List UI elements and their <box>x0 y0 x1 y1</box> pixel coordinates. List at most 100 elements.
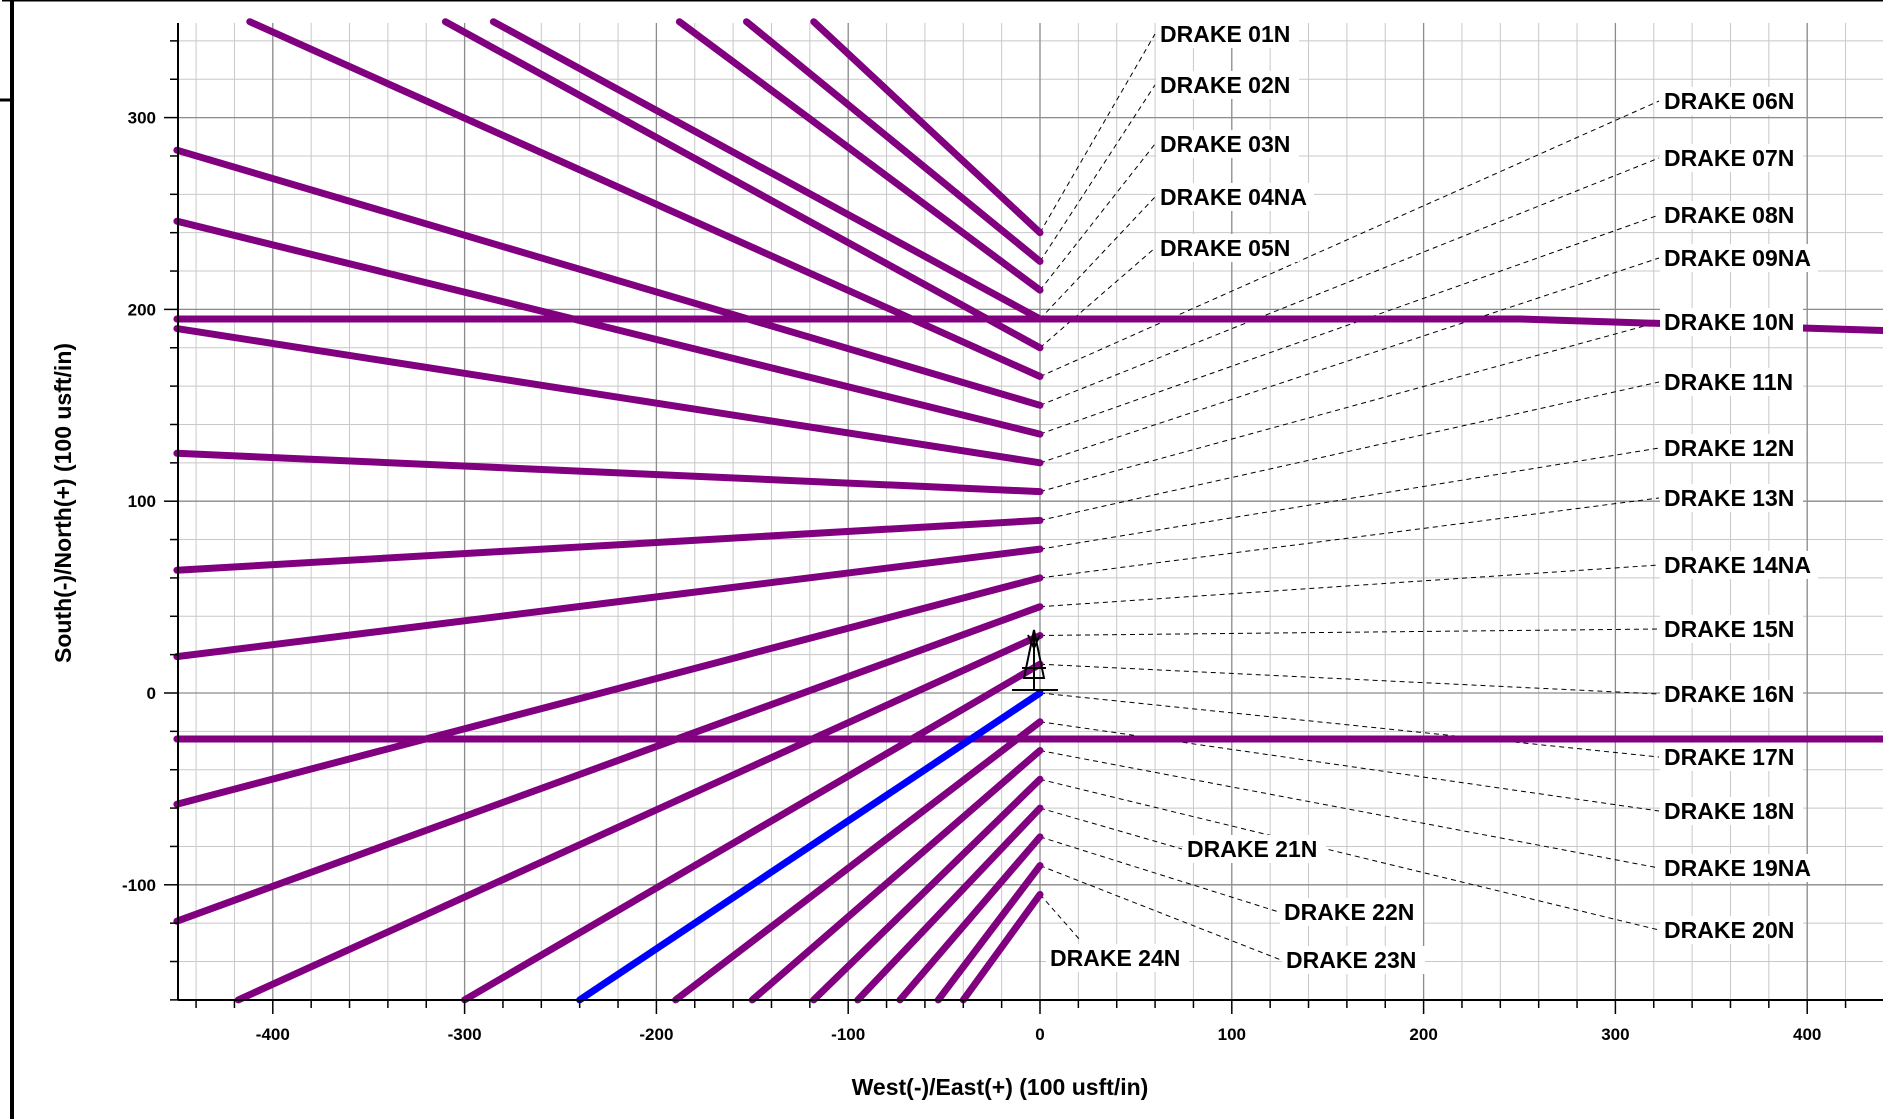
leader-line <box>1039 750 1660 869</box>
well-path <box>934 862 1044 1004</box>
well-label-background <box>1660 368 1803 396</box>
leader-line <box>1039 257 1660 464</box>
well-label-background <box>1156 71 1299 99</box>
well-labels: DRAKE 01N DRAKE 02N DRAKE 03N DRAKE 04NA DRA… <box>1046 20 1818 974</box>
well-path <box>810 775 1044 1004</box>
well-path <box>854 804 1044 1004</box>
well-label-background <box>1156 130 1299 158</box>
well-label: DRAKE 09NA <box>1664 245 1811 271</box>
well-label: DRAKE 14NA <box>1664 552 1811 578</box>
leader-line <box>1039 628 1660 636</box>
x-tick-label: 400 <box>1793 1025 1821 1044</box>
well-label: DRAKE 06N <box>1664 88 1794 114</box>
well-path <box>461 660 1044 1004</box>
y-axis-title: South(-)/North(+) (100 usft/in) <box>50 343 76 663</box>
well-label: DRAKE 15N <box>1664 616 1794 642</box>
y-tick-label: 0 <box>147 684 156 703</box>
leader-line <box>1039 100 1660 377</box>
well-path <box>173 603 1044 925</box>
well-label: DRAKE 05N <box>1160 235 1290 261</box>
tick-labels: -400 -300 -200 -100 0 100 200 300 400 -100 0 100 200… <box>122 109 1821 1044</box>
leader-line <box>1039 143 1156 291</box>
y-tick-label: 100 <box>128 492 156 511</box>
well-label-background <box>1280 898 1423 926</box>
well-label: DRAKE 12N <box>1664 435 1794 461</box>
x-tick-label: 0 <box>1035 1025 1044 1044</box>
well-label: DRAKE 23N <box>1286 947 1416 973</box>
well-label: DRAKE 04NA <box>1160 184 1307 210</box>
well-label-background <box>1660 144 1803 172</box>
rig-icon <box>1012 629 1058 691</box>
leader-line <box>1039 564 1660 608</box>
well-path <box>489 18 1044 323</box>
well-label: DRAKE 24N <box>1050 945 1180 971</box>
y-tick-label: 300 <box>128 109 156 128</box>
well-label-background <box>1156 234 1299 262</box>
leader-line <box>1039 381 1660 521</box>
well-path <box>672 718 1044 1004</box>
x-tick-label: -200 <box>639 1025 673 1044</box>
well-label-background <box>1156 183 1314 211</box>
label-leader-lines <box>1039 33 1660 961</box>
well-label-background <box>1156 20 1299 48</box>
well-label-background <box>1660 484 1803 512</box>
well-label-background <box>1660 308 1803 336</box>
leader-line <box>1039 84 1156 262</box>
well-label: DRAKE 21N <box>1187 836 1317 862</box>
well-label: DRAKE 22N <box>1284 899 1414 925</box>
leader-line <box>1039 836 1280 913</box>
well-path <box>173 545 1044 661</box>
well-label-background <box>1660 244 1818 272</box>
leader-line <box>1039 247 1156 349</box>
well-label: DRAKE 08N <box>1664 202 1794 228</box>
well-label: DRAKE 07N <box>1664 145 1794 171</box>
well-label: DRAKE 02N <box>1160 72 1290 98</box>
leader-line <box>1039 894 1081 941</box>
x-tick-label: -300 <box>448 1025 482 1044</box>
leader-line <box>1039 865 1282 961</box>
x-tick-label: -400 <box>256 1025 290 1044</box>
well-label-background <box>1183 835 1326 863</box>
leader-line <box>1039 214 1660 435</box>
well-path <box>173 516 1044 574</box>
well-label-background <box>1660 434 1803 462</box>
well-label: DRAKE 19NA <box>1664 855 1811 881</box>
well-label-background <box>1046 944 1189 972</box>
leader-line <box>1039 778 1660 931</box>
leader-line <box>1039 321 1660 493</box>
y-tick-label: 200 <box>128 300 156 319</box>
well-label-background <box>1660 854 1818 882</box>
well-path <box>173 217 1044 438</box>
well-label-background <box>1660 797 1803 825</box>
well-label: DRAKE 17N <box>1664 744 1794 770</box>
well-label-background <box>1660 680 1803 708</box>
well-label: DRAKE 16N <box>1664 681 1794 707</box>
well-path <box>959 890 1044 1004</box>
well-path <box>675 18 1044 294</box>
leader-line <box>1039 692 1660 758</box>
well-label: DRAKE 11N <box>1664 369 1793 395</box>
well-label: DRAKE 03N <box>1160 131 1290 157</box>
x-axis-title: West(-)/East(+) (100 usft/in) <box>852 1074 1149 1100</box>
leader-line <box>1039 807 1183 850</box>
leader-line <box>1039 33 1156 233</box>
x-tick-label: 100 <box>1218 1025 1246 1044</box>
well-label: DRAKE 13N <box>1664 485 1794 511</box>
well-label-background <box>1660 743 1803 771</box>
well-label-background <box>1660 87 1803 115</box>
x-tick-label: 300 <box>1601 1025 1629 1044</box>
well-path <box>234 632 1044 1004</box>
well-path <box>441 18 1044 352</box>
well-label-background <box>1660 916 1803 944</box>
plot-axes <box>164 23 1883 1014</box>
x-tick-label: 200 <box>1409 1025 1437 1044</box>
well-path <box>173 146 1044 409</box>
well-path <box>748 747 1044 1004</box>
well-path <box>896 833 1044 1004</box>
leader-line <box>1039 663 1660 695</box>
well-label: DRAKE 18N <box>1664 798 1794 824</box>
well-path <box>173 574 1044 808</box>
well-label: DRAKE 10N <box>1664 309 1794 335</box>
well-label: DRAKE 20N <box>1664 917 1794 943</box>
